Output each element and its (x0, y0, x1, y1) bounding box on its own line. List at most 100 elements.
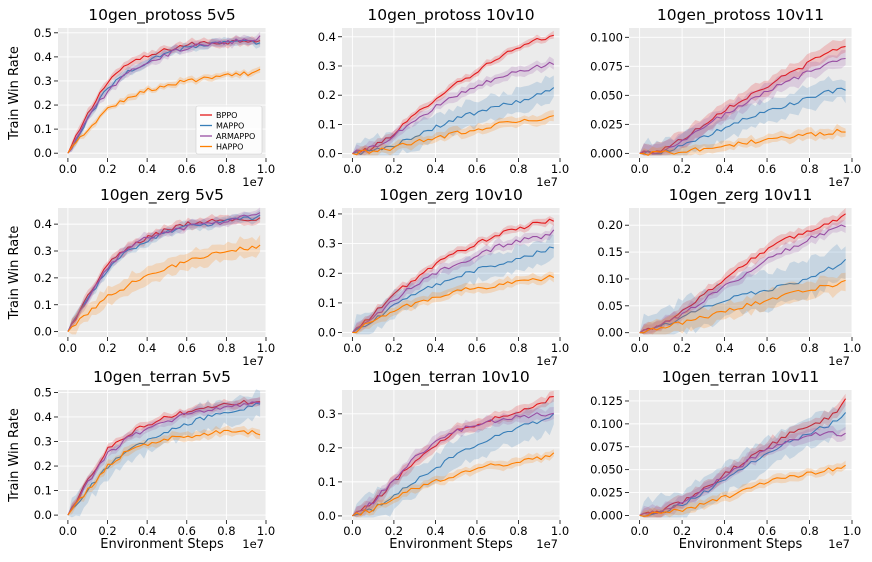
line-armappo (67, 35, 261, 154)
y-tick-label: 0.000 (590, 508, 623, 522)
y-tick-label: 0.1 (34, 122, 52, 136)
x-tick-label: 0.6 (468, 162, 486, 176)
band-armappo (639, 425, 846, 518)
x-tick-label: 0.2 (98, 341, 116, 355)
subplot-9: 0.000 0.025 0.050 0.075 0.100 0.125 0.0 0.2 0.4 0… (590, 368, 861, 552)
y-tick-label: 0.5 (34, 26, 52, 40)
legend-label-armappo: ARMAPPO (216, 132, 255, 141)
line-happo (639, 279, 846, 334)
y-tick-label: 0.1 (318, 117, 336, 131)
y-tick-label: 0.3 (34, 74, 52, 88)
line-armappo (639, 57, 846, 155)
y-axis-label: Train Win Rate (7, 46, 22, 141)
y-tick-label: 0.0 (318, 509, 336, 523)
x-tick-label: 0.0 (343, 162, 361, 176)
x-tick-label: 0.6 (758, 162, 776, 176)
y-axis-label: Train Win Rate (7, 226, 22, 321)
band-mappo (352, 234, 554, 335)
y-tick-label: 0.1 (34, 298, 52, 312)
plot-area (629, 390, 852, 520)
line-mappo (639, 87, 846, 155)
x-tick-label: 1.0 (257, 524, 275, 538)
line-armappo (67, 212, 261, 332)
x-tick-label: 0.8 (509, 341, 527, 355)
band-armappo (352, 223, 554, 333)
x-tick-label: 1.0 (843, 162, 861, 176)
y-tick-label: 0.3 (318, 237, 336, 251)
x-tick-label: 0.4 (138, 524, 156, 538)
x-tick-label: 0.8 (509, 524, 527, 538)
x-tick-label: 0.8 (800, 162, 818, 176)
legend-label-mappo: MAPPO (216, 122, 244, 131)
line-bppo (67, 399, 261, 516)
x-tick-label: 0.0 (630, 524, 648, 538)
subplot-title: 10gen_protoss 10v10 (367, 6, 534, 25)
x-tick-label: 1.0 (551, 341, 569, 355)
band-armappo (352, 407, 554, 516)
legend-label-bppo: BPPO (216, 111, 237, 120)
y-tick-label: 0.025 (590, 486, 623, 500)
y-tick-label: 0.2 (34, 98, 52, 112)
plot-area (342, 390, 560, 520)
line-happo (352, 115, 554, 156)
x-tick-label: 0.2 (673, 524, 691, 538)
x-tick-label: 0.6 (758, 341, 776, 355)
line-bppo (67, 39, 261, 154)
y-tick-label: 0.4 (318, 207, 336, 221)
subplot-4: 0.0 0.1 0.2 0.3 0.4 0.0 0.2 0.4 0.6 0.8 1.0 10gen_z… (7, 186, 275, 368)
y-tick-label: 0.0 (318, 326, 336, 340)
line-bppo (351, 218, 555, 333)
x-tick-label: 0.2 (673, 162, 691, 176)
line-happo (67, 429, 261, 516)
y-tick-label: 0.0 (34, 325, 52, 339)
band-happo (639, 272, 846, 335)
y-tick-label: 0.2 (318, 266, 336, 280)
x-tick-label: 0.4 (426, 341, 444, 355)
x-scale-label: 1e7 (536, 354, 558, 368)
band-mappo (67, 389, 261, 518)
line-bppo (639, 398, 847, 516)
y-tick-label: 0.10 (597, 272, 623, 286)
y-tick-label: 0.20 (597, 218, 623, 232)
subplot-title: 10gen_terran 10v11 (662, 368, 820, 387)
y-tick-label: 0.125 (590, 394, 623, 408)
y-tick-label: 0.075 (590, 440, 623, 454)
y-tick-label: 0.2 (318, 88, 336, 102)
x-axis-label: Environment Steps (389, 537, 513, 552)
y-tick-label: 0.2 (34, 459, 52, 473)
y-tick-label: 0.2 (34, 271, 52, 285)
y-tick-label: 0.3 (318, 407, 336, 421)
x-tick-label: 0.2 (385, 524, 403, 538)
x-axis-label: Environment Steps (679, 537, 803, 552)
y-tick-label: 0.3 (34, 244, 52, 258)
x-tick-label: 0.2 (98, 524, 116, 538)
x-tick-label: 0.2 (385, 341, 403, 355)
subplot-8: 0.0 0.1 0.2 0.3 0.0 0.2 0.4 0.6 0.8 1.0 10gen_terr… (318, 368, 569, 552)
plot-area (629, 28, 852, 158)
y-tick-label: 0.100 (590, 30, 623, 44)
subplot-title: 10gen_zerg 10v11 (669, 186, 813, 205)
line-armappo (639, 224, 846, 334)
x-scale-label: 1e7 (828, 175, 850, 189)
y-tick-label: 0.1 (34, 484, 52, 498)
band-mappo (639, 400, 846, 518)
y-tick-label: 0.4 (34, 50, 52, 64)
x-tick-label: 0.4 (715, 162, 733, 176)
x-tick-label: 1.0 (257, 341, 275, 355)
x-tick-label: 0.4 (138, 341, 156, 355)
x-tick-label: 0.8 (217, 524, 235, 538)
subplot-title: 10gen_terran 5v5 (93, 368, 231, 387)
line-mappo (352, 413, 555, 517)
x-tick-label: 0.0 (59, 524, 77, 538)
x-tick-label: 0.6 (178, 162, 196, 176)
subplot-1: 0.0 0.1 0.2 0.3 0.4 0.5 0.0 0.2 0.4 0.6 0.8 1.0 10ge… (7, 6, 275, 189)
x-tick-label: 0.0 (59, 341, 77, 355)
y-tick-label: 0.05 (597, 299, 623, 313)
line-happo (67, 68, 261, 154)
x-tick-label: 0.6 (468, 341, 486, 355)
band-happo (639, 123, 846, 156)
x-tick-label: 0.8 (800, 341, 818, 355)
band-bppo (639, 208, 846, 335)
subplot-title: 10gen_protoss 10v11 (657, 6, 824, 25)
